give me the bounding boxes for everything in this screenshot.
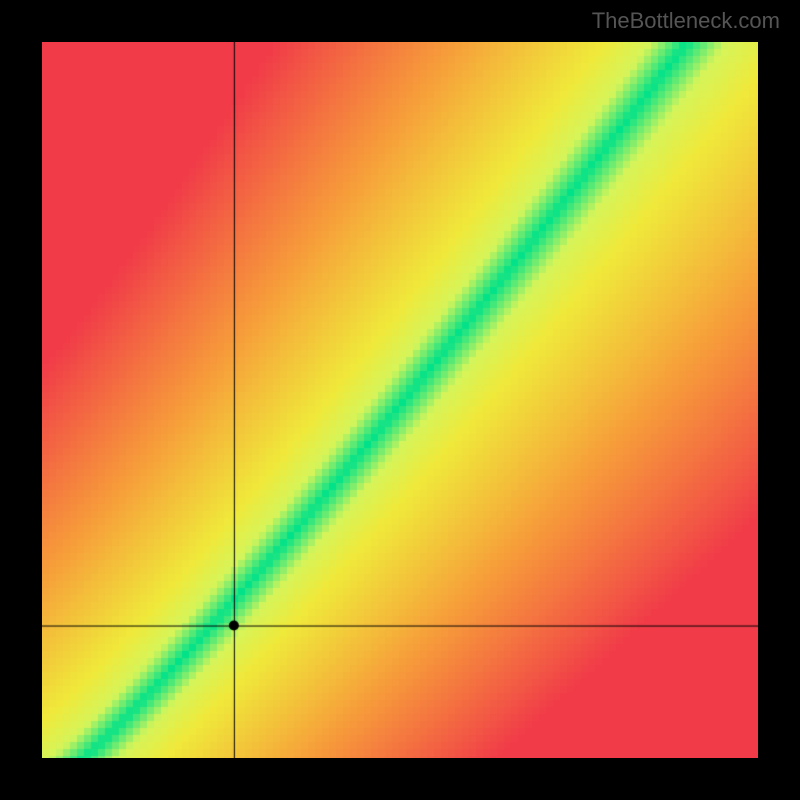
frame-left [0,0,42,800]
watermark-text: TheBottleneck.com [592,8,780,34]
crosshair-overlay [42,42,758,758]
frame-bottom [0,758,800,800]
bottleneck-heatmap-chart: { "chart": { "type": "heatmap", "waterma… [0,0,800,800]
frame-right [758,0,800,800]
